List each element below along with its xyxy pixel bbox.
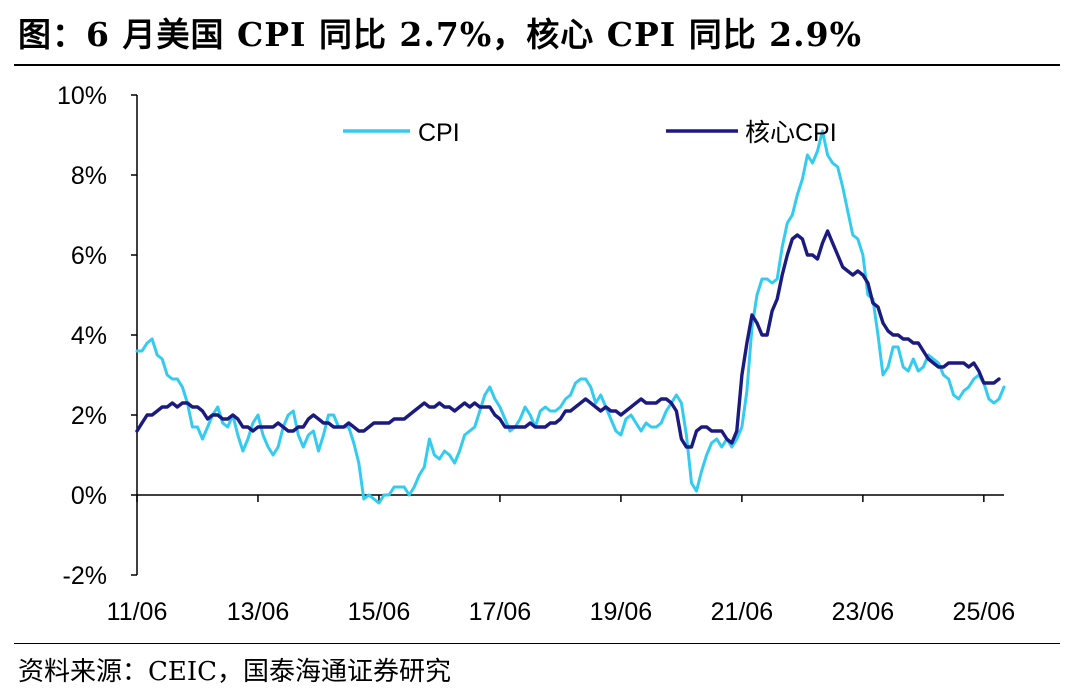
cpi-series-line [135,129,1006,505]
x-tick-label: 13/06 [227,598,290,626]
x-tick-label: 11/06 [107,598,168,626]
y-tick-label: -2% [63,562,107,590]
source-note: 资料来源：CEIC，国泰海通证券研究 [18,657,452,687]
y-tick-label: 6% [71,242,107,270]
y-tick-label: 10% [57,82,107,110]
x-tick-label: 15/06 [348,598,411,626]
source-divider [14,643,1060,644]
line-chart: -2% 0% 2% 4% 6% 8% 10% 11/06 13/06 15/06 17/06 19/0… [57,82,1015,626]
chart-title: 图：6 月美国 CPI 同比 2.7%，核心 CPI 同比 2.9% [18,15,862,54]
y-tick-label: 2% [71,402,107,430]
x-tick-label: 21/06 [711,598,774,626]
title-divider [14,64,1060,66]
legend-label: CPI [418,119,460,147]
chart-legend: CPI 核心CPI [343,119,837,147]
core-cpi-series-line [135,229,1001,449]
x-tick-label: 23/06 [832,598,895,626]
x-tick-label: 25/06 [953,598,1016,626]
x-tick-label: 17/06 [469,598,532,626]
y-tick-label: 8% [71,162,107,190]
series-layer [135,129,1006,505]
y-tick-label: 0% [71,482,107,510]
chart-axes: -2% 0% 2% 4% 6% 8% 10% 11/06 13/06 15/06 17/06 19/0… [57,82,1015,626]
legend-label: 核心CPI [745,119,837,147]
x-tick-label: 19/06 [590,598,653,626]
y-tick-label: 4% [71,322,107,350]
